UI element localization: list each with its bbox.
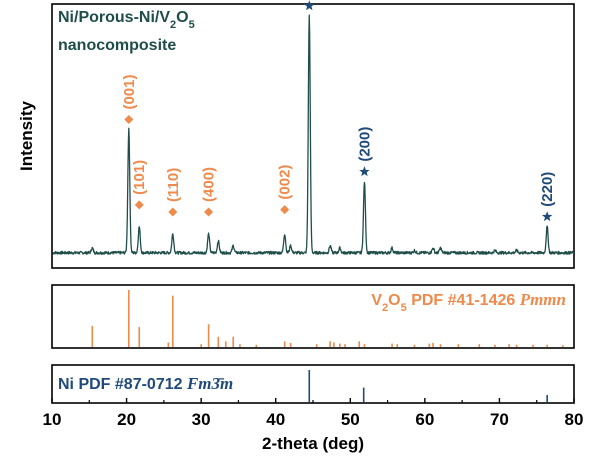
middle-reference-label: V2O5 PDF #41-1426 Pmmn — [371, 290, 566, 314]
x-tick-label: 70 — [490, 410, 509, 429]
miller-index-label-6: (200) — [356, 127, 373, 162]
x-tick-label: 60 — [415, 410, 434, 429]
ni-star-marker-6 — [359, 166, 370, 177]
ni-star-marker-7 — [541, 211, 553, 222]
miller-index-label-0: (001) — [121, 75, 138, 110]
x-tick-label: 30 — [192, 410, 211, 429]
y-axis-label: Intensity — [17, 101, 36, 171]
chart-title-line-1: Ni/Porous-Ni/V2O5 — [58, 9, 195, 31]
x-axis-label: 2-theta (deg) — [262, 434, 364, 453]
x-tick-label: 40 — [266, 410, 285, 429]
miller-index-label-2: (110) — [165, 168, 182, 202]
v2o5-diamond-marker-3 — [204, 207, 214, 217]
x-tick-label: 50 — [341, 410, 360, 429]
x-tick-label: 20 — [117, 410, 136, 429]
miller-index-label-3: (400) — [201, 167, 218, 202]
x-tick-label: 10 — [43, 410, 62, 429]
xrd-pattern-line — [52, 14, 575, 255]
miller-index-label-4: (002) — [277, 165, 294, 200]
ni-star-marker-5 — [304, 0, 315, 11]
v2o5-diamond-marker-2 — [168, 207, 178, 217]
chart-title-line-2: nanocomposite — [58, 37, 176, 54]
v2o5-diamond-marker-1 — [134, 200, 144, 210]
v2o5-diamond-marker-4 — [280, 205, 290, 215]
v2o5-diamond-marker-0 — [124, 115, 134, 125]
x-tick-label: 80 — [565, 410, 584, 429]
miller-index-label-7: (220) — [539, 172, 556, 207]
miller-index-label-1: (101) — [131, 160, 148, 195]
panel-frame-top — [51, 3, 575, 269]
bottom-reference-label: Ni PDF #87-0712 Fm3̄m — [58, 374, 233, 393]
panel-frame-middle — [51, 284, 575, 349]
